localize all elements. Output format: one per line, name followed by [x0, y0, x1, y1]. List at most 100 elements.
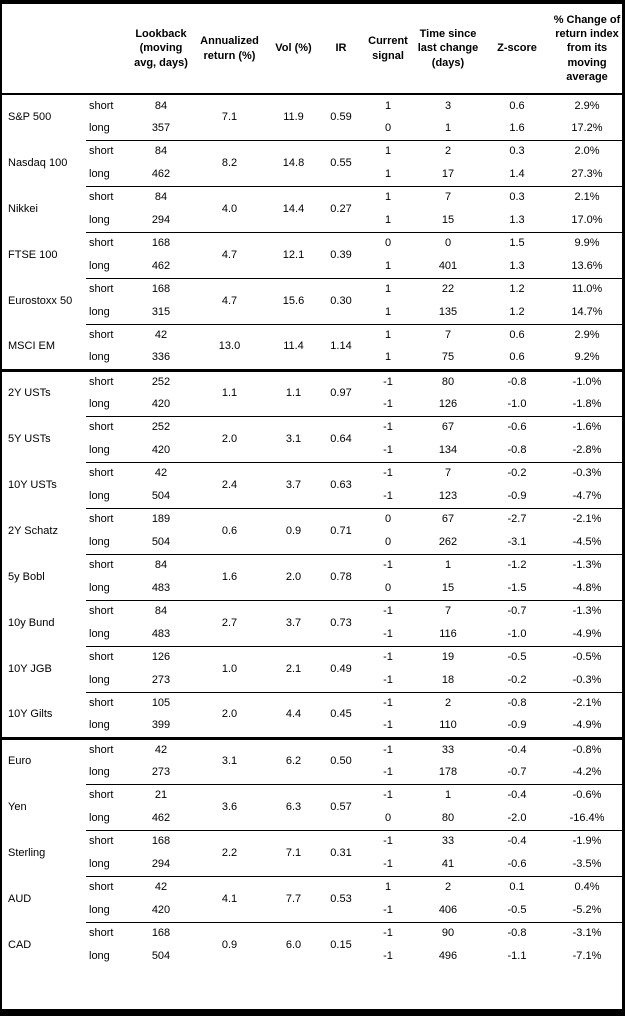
horizon-label: short	[89, 329, 114, 342]
lookback-value: 84	[154, 191, 168, 204]
annualized-return-value: 4.7	[192, 232, 267, 279]
instrument-name: Euro	[2, 736, 86, 784]
current-signal-value: -1	[383, 467, 393, 480]
instrument-name: CAD	[8, 938, 32, 951]
instrument-block: Nasdaq 100 short 84 8.2 14.8 0.55 1 2 0.…	[2, 140, 622, 187]
instrument-block: Euro short 42 3.1 6.2 0.50 -1 33 -0.4 -0…	[2, 736, 622, 785]
horizon-label: short	[89, 789, 114, 802]
ir-value: 0.15	[330, 938, 352, 951]
table-row-long: long 504 0 262 -3.1 -4.5%	[2, 531, 622, 555]
vol-value: 3.7	[267, 600, 320, 647]
pct-change-value: -0.8%	[552, 736, 622, 761]
time-since-change-value: 1	[444, 789, 452, 802]
time-since-change-value: 134	[414, 439, 482, 463]
z-score-value: -0.8	[482, 368, 552, 393]
z-score-value: 1.2	[509, 283, 525, 296]
horizon-label: long	[86, 715, 130, 739]
time-since-change-value: 2	[444, 697, 452, 710]
current-signal-value: 1	[362, 163, 414, 187]
current-signal-value: -1	[362, 368, 414, 393]
instrument-block: 10Y USTs short 42 2.4 3.7 0.63 -1 7 -0.2…	[2, 462, 622, 509]
instrument-name: Sterling	[8, 846, 46, 859]
table-row-long: long 462 1 17 1.4 27.3%	[2, 163, 622, 187]
instrument-name: Nasdaq 100	[8, 156, 68, 169]
ir-value: 0.59	[320, 94, 362, 141]
table-row-short: MSCI EM short 42 13.0 11.4 1.14 1 7 0.6 …	[2, 324, 622, 371]
annualized-return-value: 2.2	[192, 830, 267, 877]
time-since-change-value: 33	[441, 835, 455, 848]
current-signal-value: -1	[383, 835, 393, 848]
table-row-short: AUD short 42 4.1 7.7 0.53 1 2 0.1 0.4%	[2, 876, 622, 923]
horizon-label: long	[86, 761, 130, 785]
instrument-block: 10y Bund short 84 2.7 3.7 0.73 -1 7 -0.7…	[2, 600, 622, 647]
annualized-return-value: 2.0	[192, 416, 267, 463]
pct-change-value: 2.0%	[574, 145, 600, 158]
lookback-value: 462	[130, 807, 192, 831]
time-since-change-value: 80	[414, 368, 482, 393]
z-score-value: -1.1	[507, 950, 527, 962]
lookback-value: 294	[130, 853, 192, 877]
time-since-change-value: 178	[414, 761, 482, 785]
instrument-block: 10Y Gilts short 105 2.0 4.4 0.45 -1 2 -0…	[2, 692, 622, 739]
time-since-change-value: 67	[441, 513, 455, 526]
pct-change-value: -4.9%	[552, 715, 622, 739]
horizon-label: short	[89, 283, 114, 296]
horizon-label: long	[86, 623, 130, 647]
table-row-long: long 420 -1 134 -0.8 -2.8%	[2, 439, 622, 463]
instrument-name: Yen	[8, 800, 27, 813]
lookback-value: 420	[130, 899, 192, 923]
pct-change-value: -4.2%	[552, 761, 622, 785]
lookback-value: 504	[130, 485, 192, 509]
table-row-long: long 273 -1 18 -0.2 -0.3%	[2, 669, 622, 693]
time-since-change-value: 496	[438, 950, 458, 962]
instrument-block: 10Y JGB short 126 1.0 2.1 0.49 -1 19 -0.…	[2, 646, 622, 693]
table-row-long: long 483 -1 116 -1.0 -4.9%	[2, 623, 622, 647]
horizon-label: long	[86, 347, 130, 371]
table-row-long: long 294 1 15 1.3 17.0%	[2, 209, 622, 233]
vol-value: 3.1	[267, 416, 320, 463]
vol-value: 4.4	[267, 692, 320, 739]
vol-value: 2.0	[267, 554, 320, 601]
ir-value: 0.55	[320, 140, 362, 187]
instrument-name: 10Y JGB	[8, 662, 52, 675]
time-since-change-value: 1	[444, 559, 452, 572]
lookback-value: 168	[151, 927, 171, 940]
ir-value: 1.14	[320, 324, 362, 371]
instrument-block: FTSE 100 short 168 4.7 12.1 0.39 0 0 1.5…	[2, 232, 622, 279]
vol-value: 0.9	[267, 508, 320, 555]
table-row-long: long 462 0 80 -2.0 -16.4%	[2, 807, 622, 831]
ir-value: 0.57	[320, 784, 362, 831]
horizon-label: short	[89, 513, 114, 526]
z-score-value: -0.6	[507, 421, 527, 434]
lookback-value: 504	[151, 950, 171, 962]
lookback-value: 420	[130, 439, 192, 463]
lookback-value: 483	[130, 623, 192, 647]
z-score-value: -2.0	[482, 807, 552, 831]
instrument-name: MSCI EM	[8, 339, 56, 352]
z-score-value: 0.6	[509, 329, 525, 342]
column-header-vol: Vol (%)	[267, 4, 320, 95]
current-signal-value: 1	[362, 209, 414, 233]
vol-value: 7.1	[267, 830, 320, 877]
lookback-value: 399	[130, 715, 192, 739]
vol-value: 7.7	[267, 876, 320, 923]
table-row-short: Euro short 42 3.1 6.2 0.50 -1 33 -0.4 -0…	[2, 736, 622, 785]
horizon-label: long	[86, 485, 130, 509]
pct-change-value: -2.1%	[572, 697, 602, 710]
lookback-value: 273	[130, 761, 192, 785]
table-row-short: 2Y USTs short 252 1.1 1.1 0.97 -1 80 -0.…	[2, 368, 622, 417]
table-row-long: long 504 -1 123 -0.9 -4.7%	[2, 485, 622, 509]
ir-value: 0.50	[320, 736, 362, 785]
z-score-value: -0.4	[482, 736, 552, 761]
current-signal-value: 0	[362, 117, 414, 141]
pct-change-value: 17.2%	[552, 117, 622, 141]
lookback-value: 252	[130, 368, 192, 393]
instrument-block: Yen short 21 3.6 6.3 0.57 -1 1 -0.4 -0.6…	[2, 784, 622, 831]
time-since-change-value: 7	[444, 467, 452, 480]
instrument-block: S&P 500 short 84 7.1 11.9 0.59 1 3 0.6 2…	[2, 94, 622, 141]
current-signal-value: -1	[362, 761, 414, 785]
current-signal-value: -1	[383, 559, 393, 572]
horizon-label: short	[89, 835, 114, 848]
annualized-return-value: 4.1	[192, 876, 267, 923]
